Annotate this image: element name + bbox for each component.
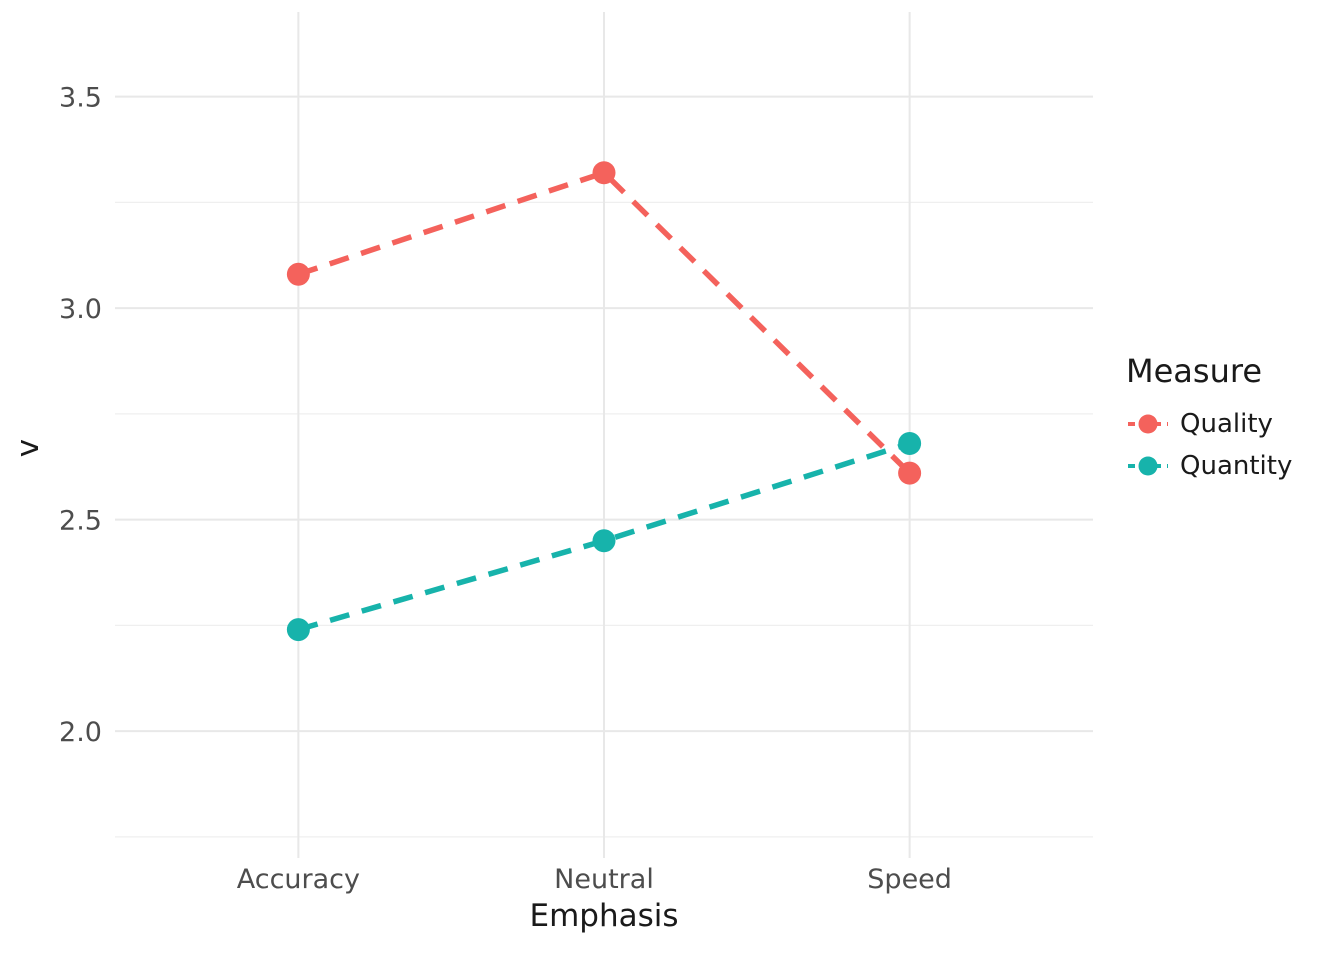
y-tick-label: 3.5 bbox=[59, 83, 102, 114]
legend-label: Quantity bbox=[1180, 451, 1293, 481]
legend-key-icon bbox=[1128, 456, 1168, 476]
series-line-quality bbox=[297, 169, 912, 476]
y-tick-label: 2.0 bbox=[59, 717, 102, 748]
x-tick-label: Speed bbox=[867, 864, 952, 895]
legend-title: Measure bbox=[1126, 352, 1262, 390]
legend-entries: Quality Quantity bbox=[1126, 408, 1336, 482]
legend-key-icon bbox=[1128, 414, 1168, 434]
data-point-quality bbox=[592, 161, 616, 185]
x-tick-label: Neutral bbox=[554, 864, 654, 895]
y-tick-label: 3.0 bbox=[59, 294, 102, 325]
y-tick-label: 2.5 bbox=[59, 506, 102, 537]
legend-label: Quality bbox=[1180, 409, 1273, 439]
y-axis-title: v bbox=[10, 438, 46, 458]
data-point-quantity bbox=[592, 529, 616, 553]
data-point-quality bbox=[898, 461, 922, 485]
series-line-quantity bbox=[297, 440, 911, 633]
data-point-quantity bbox=[286, 618, 310, 642]
data-point-quantity bbox=[898, 431, 922, 455]
legend-entry-quantity: Quantity bbox=[1126, 450, 1336, 482]
x-tick-label: Accuracy bbox=[237, 864, 360, 895]
legend: Measure Quality Quantity bbox=[1126, 352, 1336, 492]
x-axis-title: Emphasis bbox=[529, 898, 679, 934]
legend-entry-quality: Quality bbox=[1126, 408, 1336, 440]
data-point-quality bbox=[286, 262, 310, 286]
